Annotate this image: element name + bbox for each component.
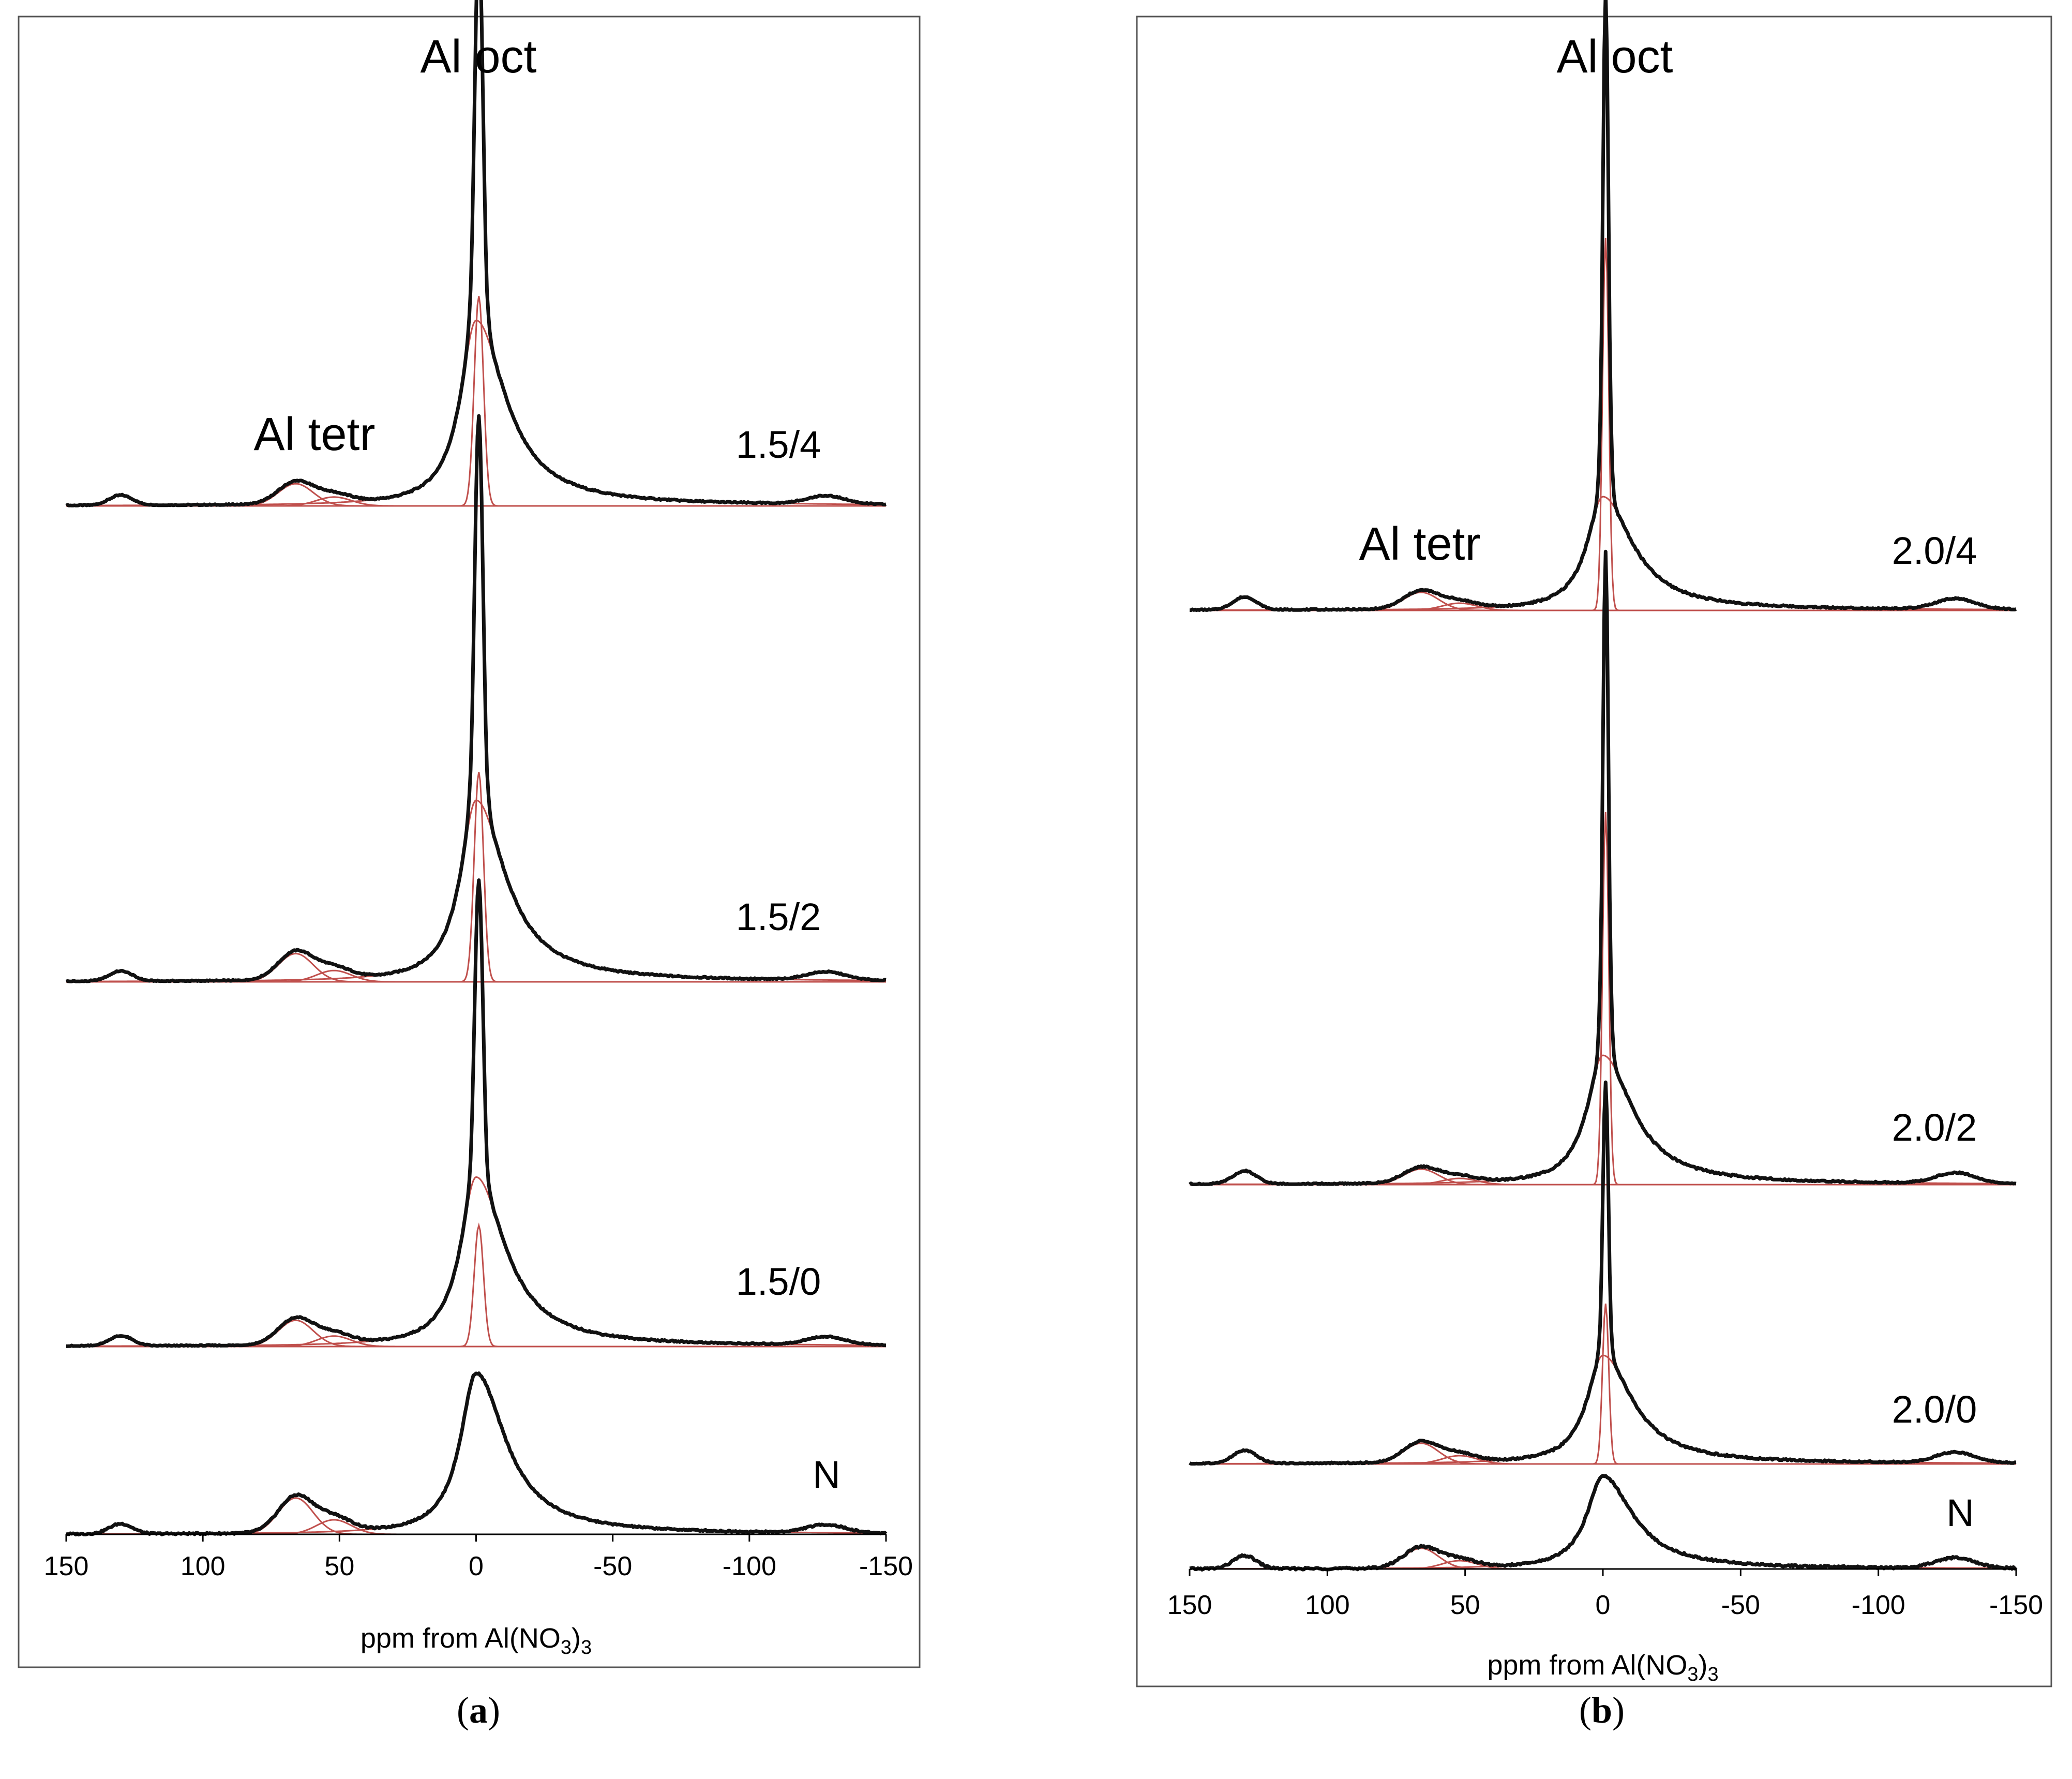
experimental-spectrum <box>65 0 887 507</box>
x-tick-label: -150 <box>859 1551 913 1581</box>
spectrum-2_0_0: 2.0/0 <box>1189 1080 2017 1466</box>
spectrum-1_5_2: 1.5/2 <box>65 414 887 983</box>
al-oct-label: Al oct <box>420 31 536 83</box>
x-tick-label: -100 <box>723 1551 776 1581</box>
series-label: 2.0/0 <box>1892 1388 1977 1431</box>
x-tick-label: 50 <box>1450 1590 1480 1620</box>
x-tick-label: 150 <box>1167 1590 1212 1620</box>
fit-broad-oct-component <box>66 1372 886 1535</box>
experimental-spectrum <box>65 414 887 983</box>
panel-b: 2.0/4 2.0/2 2.0/0 N Al oct Al tetr 150 100 50 0 -5… <box>1136 0 2052 1687</box>
panel-label-a: (a) <box>457 1690 500 1731</box>
x-axis-label: ppm from Al(NO3)3 <box>1487 1650 1718 1685</box>
fit-broad-oct-component <box>1190 1475 2017 1570</box>
x-tick-label: 100 <box>1305 1590 1350 1620</box>
fit-narrow-oct-component <box>1190 1303 2016 1465</box>
experimental-spectrum <box>66 1371 888 1537</box>
spectrum-N: N <box>1189 1474 2018 1572</box>
fit-tetr-component <box>66 1497 886 1535</box>
x-tick-label: -50 <box>593 1551 632 1581</box>
x-tick-label: 0 <box>469 1551 484 1581</box>
series-label: N <box>1946 1491 1974 1534</box>
x-tick-label: -150 <box>1989 1590 2043 1620</box>
experimental-spectrum <box>1189 0 2017 612</box>
x-tick-label: -100 <box>1852 1590 1905 1620</box>
panel-label-b: (b) <box>1579 1690 1625 1731</box>
experimental-spectrum <box>66 878 887 1348</box>
series-label: 1.5/4 <box>736 423 821 466</box>
experimental-spectrum <box>1189 1080 2017 1466</box>
series-label: 2.0/4 <box>1892 529 1977 572</box>
experimental-spectrum <box>1188 549 2017 1186</box>
panel-frame <box>18 16 921 1668</box>
x-tick-label: 150 <box>44 1551 89 1581</box>
spectrum-2_0_4: 2.0/4 <box>1189 0 2017 612</box>
series-label: 1.5/0 <box>736 1260 821 1303</box>
spectrum-1_5_0: 1.5/0 <box>66 878 887 1348</box>
x-tick-label: -50 <box>1721 1590 1760 1620</box>
panel-frame <box>1136 16 2052 1687</box>
series-label: 2.0/2 <box>1892 1106 1977 1149</box>
panel-a: 1.5/4 1.5/2 1.5/0 N Al oct Al tetr 150 100 50 0 -5… <box>18 0 921 1668</box>
al-tetr-label: Al tetr <box>1359 518 1480 570</box>
al-tetr-label: Al tetr <box>253 409 375 460</box>
series-label: 1.5/2 <box>736 895 821 938</box>
spectrum-1_5_4: 1.5/4 <box>65 0 887 507</box>
x-tick-label: 0 <box>1596 1590 1611 1620</box>
spectrum-2_0_2: 2.0/2 <box>1188 549 2017 1186</box>
al-oct-label: Al oct <box>1556 31 1673 83</box>
series-label: N <box>813 1453 840 1496</box>
x-tick-label: 50 <box>324 1551 354 1581</box>
x-tick-label: 100 <box>181 1551 226 1581</box>
experimental-spectrum <box>1189 1474 2018 1572</box>
spectrum-N: N <box>66 1371 888 1537</box>
x-axis-label: ppm from Al(NO3)3 <box>361 1623 592 1658</box>
